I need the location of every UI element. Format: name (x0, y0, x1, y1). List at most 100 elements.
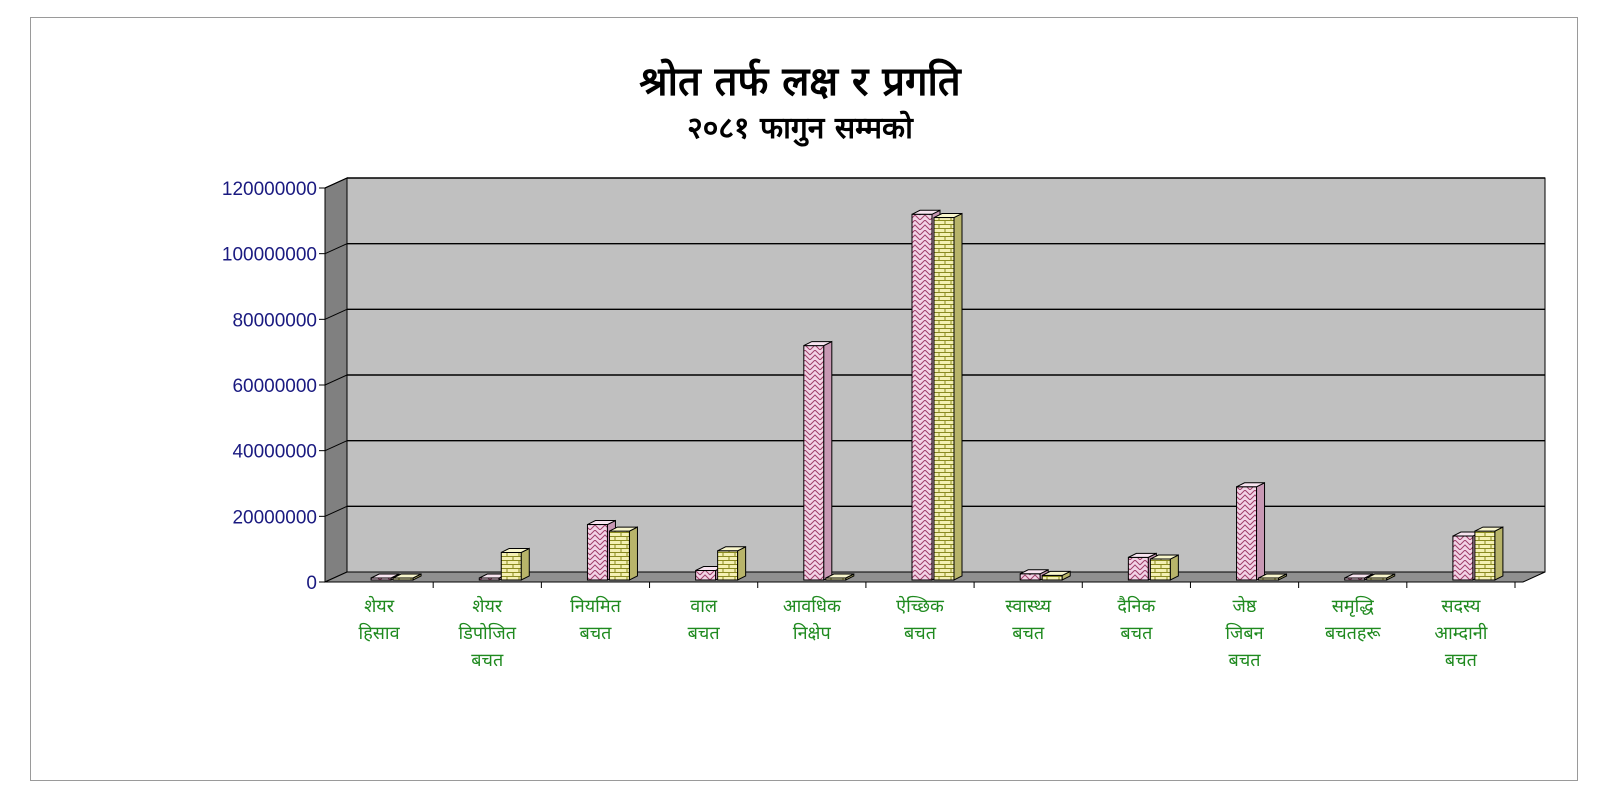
bar-series1-9 (1236, 481, 1266, 581)
y-tick-label: 40000000 (232, 442, 317, 463)
y-tick-label: 120000000 (222, 179, 317, 200)
x-tick-label-line: सदस्य (1441, 596, 1481, 617)
bar-series1-5 (803, 340, 833, 581)
x-tick-label: स्वास्थ्य बचत (1005, 596, 1051, 644)
bar-top (392, 573, 422, 579)
bar-front (1041, 574, 1063, 581)
gridline-side (324, 177, 348, 189)
bar-series2-4 (717, 545, 747, 581)
x-tick-label-line: दैनिक (1117, 595, 1156, 617)
bar-series2-1 (392, 573, 422, 581)
bars (370, 209, 1504, 581)
bar-series2-7 (1041, 570, 1071, 581)
bar-front (1019, 573, 1041, 581)
bar-top (1150, 554, 1179, 560)
x-tick-label-line: बचत (1445, 650, 1478, 671)
bar-series2-6 (933, 212, 963, 581)
bar-top (1366, 573, 1395, 579)
bar-top (803, 341, 833, 347)
x-axis: शेयर हिसाव शेयर डिपोजित बचत नियमित बचत वाल बचत आव… (325, 581, 1523, 671)
bar-side (737, 545, 747, 581)
bar-front (1236, 486, 1258, 581)
x-tick-label-line: शेयर (472, 595, 503, 617)
bar-top (501, 547, 530, 553)
x-tick-label-line: बचत (579, 623, 612, 644)
gridline-side (324, 243, 348, 255)
bar-top (1344, 573, 1373, 579)
x-tick-label-line: बचत (688, 623, 721, 644)
bar-side (1494, 526, 1504, 581)
x-tick-label: समृद्धि बचतहरू (1325, 595, 1382, 644)
bar-front (1474, 530, 1496, 581)
x-tick-label-line: बचत (904, 623, 937, 644)
bar-side (628, 526, 638, 581)
bar-front (803, 345, 825, 581)
bar-series1-1 (370, 573, 400, 581)
bar-front (1149, 558, 1171, 581)
bar-top (1019, 569, 1049, 575)
bar-series1-7 (1019, 568, 1049, 581)
x-tick-label-line: जिबन (1225, 622, 1264, 644)
x-tick-label-line: ऐच्छिक (896, 595, 945, 617)
x-tick-label-line: आम्दानी (1434, 622, 1487, 644)
bar-top (1258, 573, 1287, 579)
x-tick-label-line: समृद्धि (1332, 595, 1375, 617)
x-tick-label-line: डिपोजित (459, 622, 517, 644)
x-tick-label-line: शेयर (364, 595, 395, 617)
bar-front (933, 217, 955, 581)
x-tick-label: शेयर हिसाव (359, 595, 401, 644)
bar-front (1127, 556, 1149, 581)
y-tick-label: 0 (306, 573, 317, 594)
bar-series2-2 (500, 547, 530, 581)
gridline-side (324, 374, 348, 386)
x-tick-label-line: बचत (471, 650, 504, 671)
bar-front (695, 570, 717, 581)
bar-top (1041, 570, 1071, 576)
x-tick-label: सदस्य आम्दानी बचत (1434, 596, 1487, 671)
bar-series2-10 (1366, 573, 1396, 581)
bar-series2-3 (608, 526, 638, 581)
y-tick-label: 60000000 (232, 376, 317, 397)
y-axis: 0 20000000 40000000 60000000 80000000 1000000… (222, 179, 326, 594)
x-tick-label-line: स्वास्थ्य (1005, 596, 1051, 617)
x-tick-label-line: जेष्ठ (1233, 595, 1257, 617)
bar-side (823, 340, 833, 581)
x-tick-label-line: बचत (1120, 623, 1153, 644)
y-tick-label: 20000000 (232, 507, 317, 528)
x-tick-label: नियमित बचत (570, 595, 622, 644)
bar-top (1128, 552, 1157, 558)
bar-series2-9 (1258, 573, 1288, 581)
bar-top (933, 213, 963, 219)
bar-top (825, 573, 855, 579)
x-tick-label-line: नियमित (570, 595, 622, 617)
x-tick-label: जेष्ठ जिबन बचत (1225, 595, 1264, 671)
bar-top (1236, 482, 1265, 488)
x-tick-label: वाल बचत (688, 596, 721, 644)
y-tick-label: 80000000 (232, 310, 317, 331)
bar-series2-5 (825, 573, 855, 581)
x-tick-label-line: बचत (1012, 623, 1045, 644)
gridline-side (324, 505, 348, 517)
bar-top (370, 573, 400, 579)
bar-side (520, 547, 530, 581)
bar-front (586, 524, 608, 581)
bar-series2-8 (1149, 554, 1179, 581)
x-tick-label-line: वाल (690, 596, 718, 617)
bar-front (1452, 535, 1474, 581)
bar-front (608, 530, 630, 581)
bar-top (911, 209, 941, 215)
x-tick-label-line: आवधिक (783, 595, 842, 617)
bar-top (1474, 526, 1504, 532)
x-tick-label: आवधिक निक्षेप (783, 595, 842, 644)
x-tick-label-line: निक्षेप (793, 622, 832, 644)
x-tick-label-line: हिसाव (359, 622, 401, 644)
bar-side (953, 212, 963, 581)
bar-side (1256, 481, 1266, 581)
bar-series2-11 (1474, 526, 1504, 581)
bar-top (609, 526, 638, 532)
bar-front (717, 550, 739, 581)
chart-title: श्रोत तर्फ लक्ष र प्रगति (639, 59, 961, 105)
bar-front (911, 213, 933, 581)
y-tick-label: 100000000 (222, 245, 317, 266)
